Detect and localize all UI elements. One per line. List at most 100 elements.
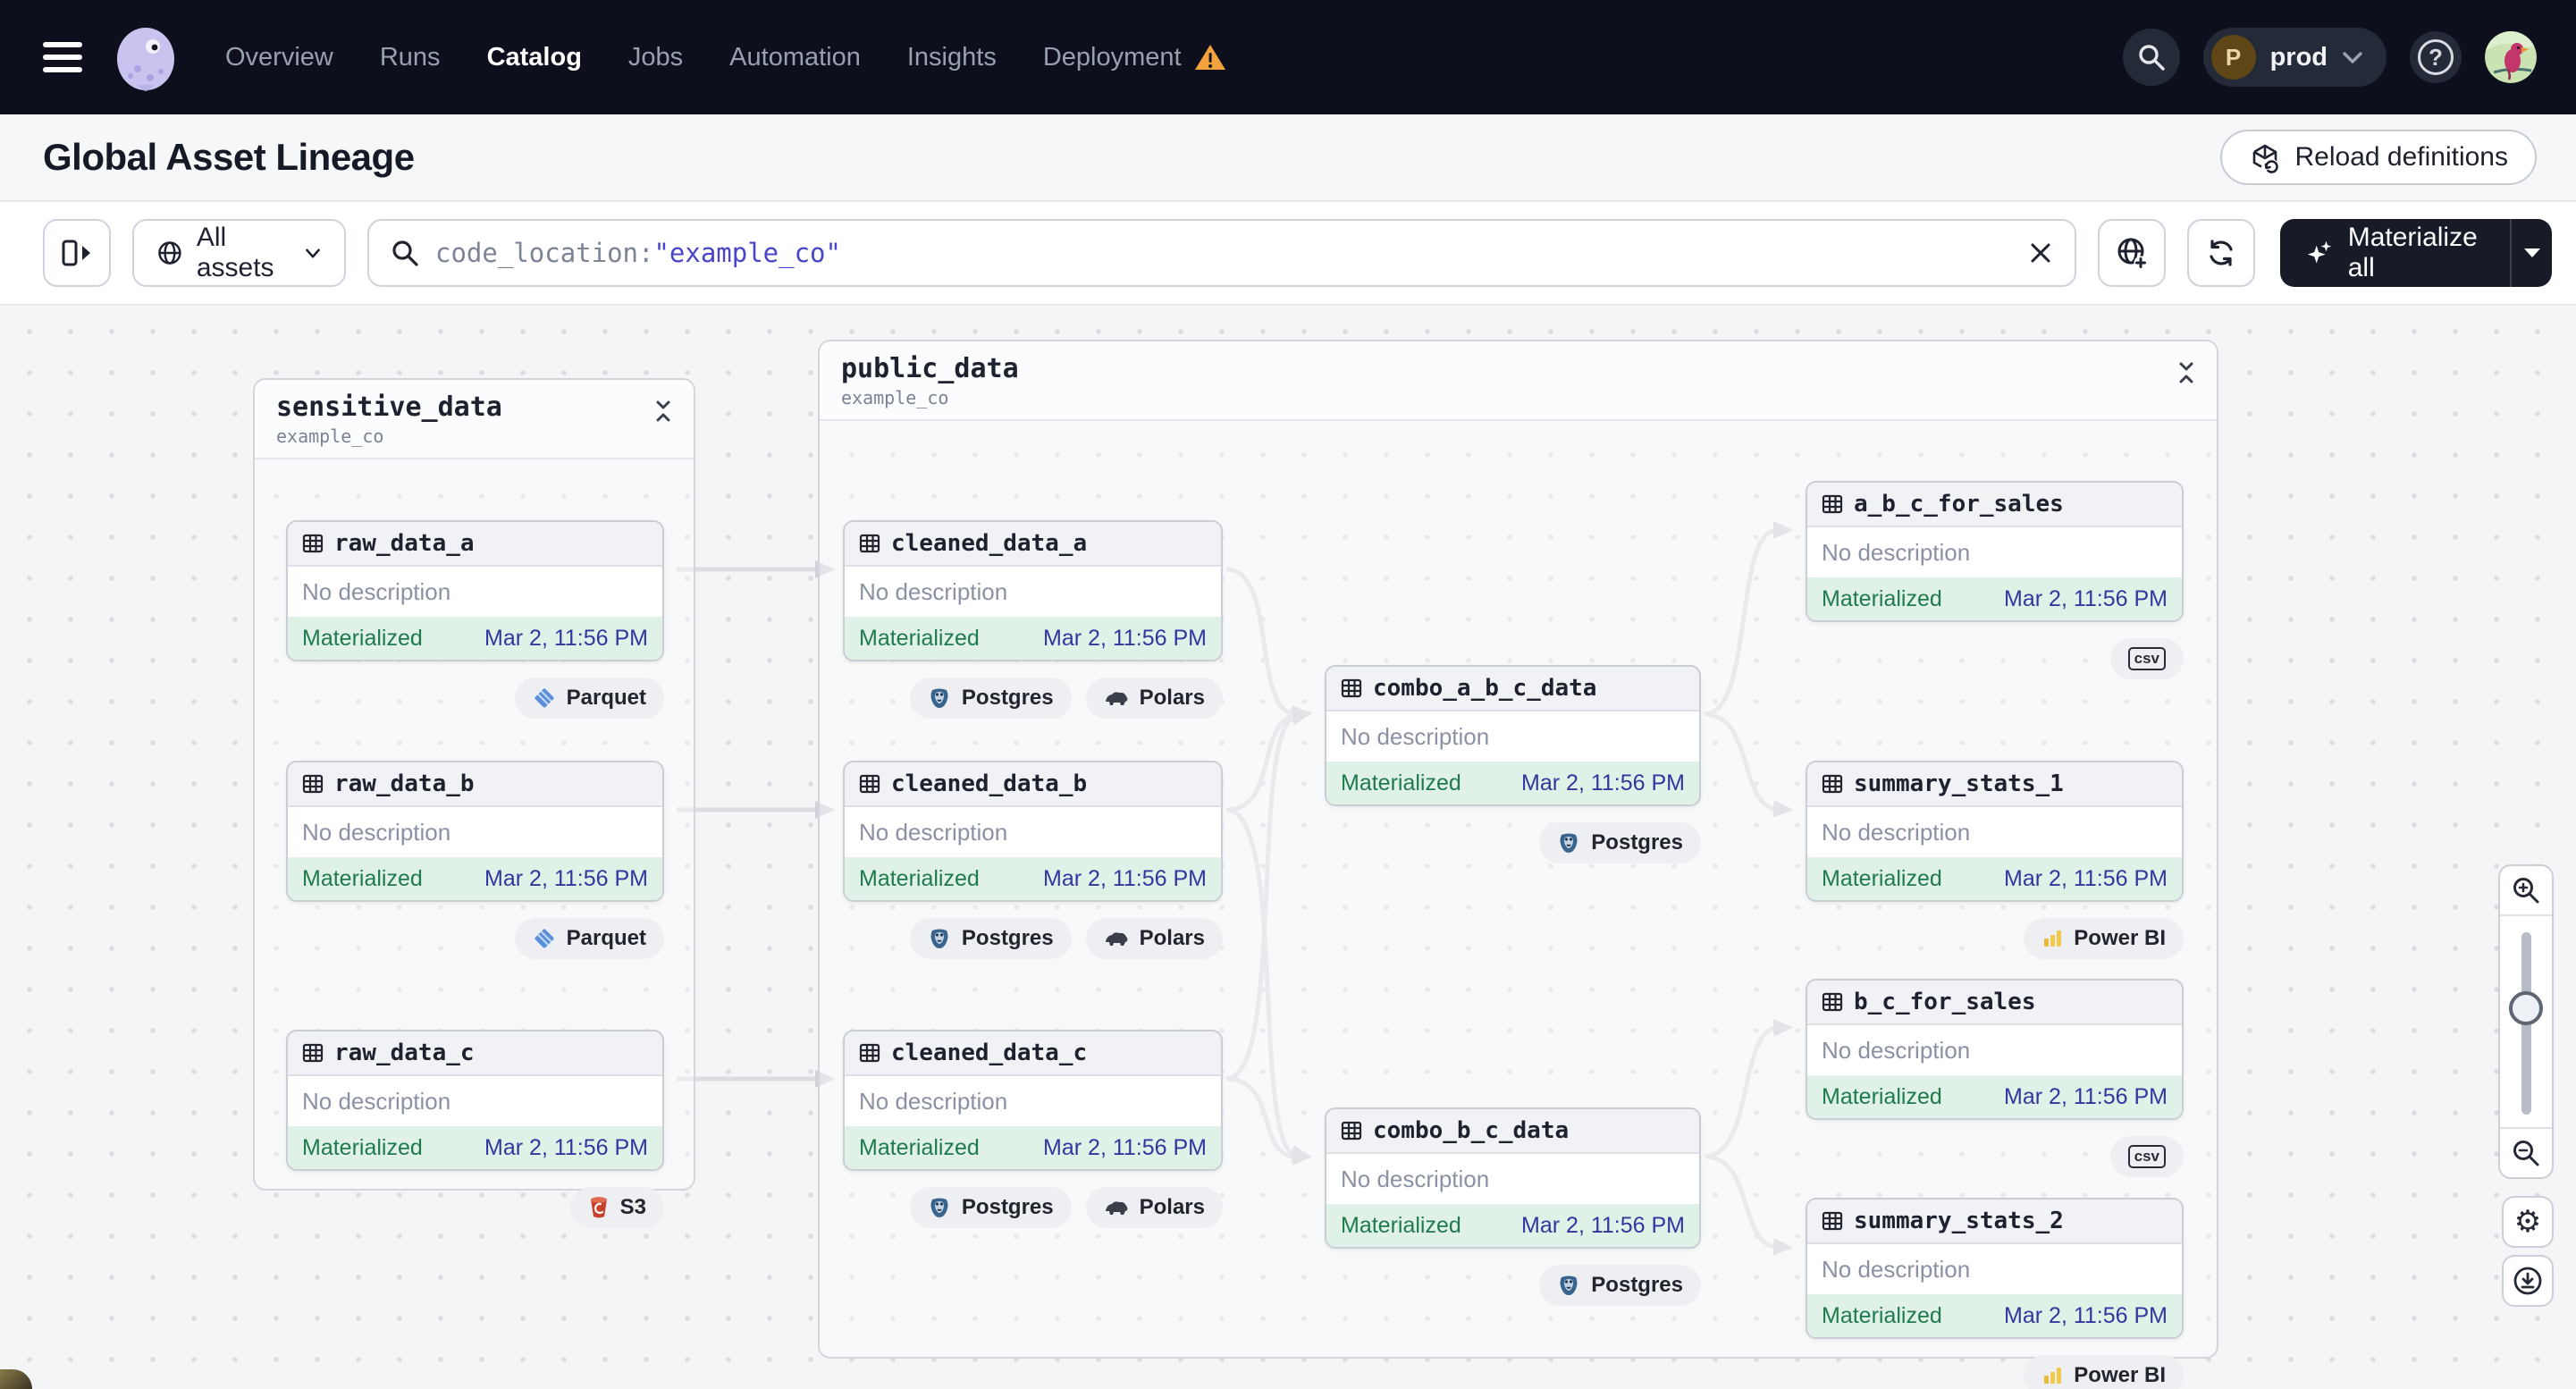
search-input[interactable]: code_location:"example_co"	[367, 219, 2077, 287]
nav-item-automation[interactable]: Automation	[729, 42, 861, 72]
tag-postgres[interactable]: Postgres	[909, 678, 1072, 719]
asset-node-combo-a-b-c-data[interactable]: combo_a_b_c_data No description Material…	[1325, 665, 1701, 863]
table-icon	[1822, 992, 1843, 1012]
tag-postgres[interactable]: Postgres	[1539, 822, 1701, 863]
asset-scope-dropdown[interactable]: All assets	[132, 219, 347, 287]
table-icon	[1341, 1121, 1362, 1141]
nav-item-runs[interactable]: Runs	[379, 42, 441, 72]
asset-node-raw-data-c[interactable]: raw_data_c No description Materialized M…	[286, 1030, 664, 1228]
user-avatar[interactable]	[2485, 31, 2537, 83]
sparkle-icon	[2307, 240, 2332, 264]
table-icon	[302, 1043, 324, 1063]
asset-status-row: Materialized Mar 2, 11:56 PM	[1326, 1204, 1699, 1247]
tag-postgres[interactable]: Postgres	[1539, 1265, 1701, 1306]
asset-node-raw-data-b[interactable]: raw_data_b No description Materialized M…	[286, 761, 664, 959]
asset-name: b_c_for_sales	[1854, 989, 2036, 1015]
asset-status-row: Materialized Mar 2, 11:56 PM	[1807, 577, 2182, 620]
reload-definitions-button[interactable]: Reload definitions	[2219, 130, 2537, 185]
csv-icon: csv	[2127, 1144, 2166, 1169]
asset-node-cleaned-data-a[interactable]: cleaned_data_a No description Materializ…	[843, 520, 1223, 719]
asset-description: No description	[1326, 711, 1699, 762]
zoom-slider-thumb[interactable]	[2509, 991, 2543, 1025]
tag-csv[interactable]: csv	[2109, 1136, 2184, 1177]
zoom-out-button[interactable]	[2500, 1129, 2552, 1177]
lineage-canvas[interactable]: sensitive_data example_co public_data ex…	[0, 306, 2576, 1389]
refresh-button[interactable]	[2187, 219, 2256, 287]
tag-parquet[interactable]: Parquet	[514, 678, 664, 719]
tag-polars[interactable]: Polars	[1085, 918, 1223, 959]
dagster-logo[interactable]	[111, 22, 181, 92]
nav-item-deployment[interactable]: Deployment	[1043, 43, 1226, 72]
asset-node-a-b-c-for-sales[interactable]: a_b_c_for_sales No description Materiali…	[1806, 481, 2184, 679]
tag-powerbi[interactable]: Power BI	[2024, 918, 2184, 959]
asset-description: No description	[1326, 1154, 1699, 1204]
asset-status-row: Materialized Mar 2, 11:56 PM	[288, 857, 662, 900]
asset-description: No description	[845, 1076, 1221, 1126]
materialization-timestamp: Mar 2, 11:56 PM	[1043, 625, 1207, 651]
asset-node-cleaned-data-c[interactable]: cleaned_data_c No description Materializ…	[843, 1030, 1223, 1228]
status-badge: Materialized	[1341, 770, 1461, 796]
asset-node-cleaned-data-b[interactable]: cleaned_data_b No description Materializ…	[843, 761, 1223, 959]
graph-settings-button[interactable]: ⚙	[2502, 1196, 2554, 1248]
materialization-timestamp: Mar 2, 11:56 PM	[484, 625, 648, 651]
postgres-icon	[928, 1196, 951, 1219]
asset-description: No description	[288, 1076, 662, 1126]
collapse-group-button[interactable]	[654, 392, 672, 427]
materialize-options-button[interactable]	[2510, 219, 2552, 287]
asset-description: No description	[1807, 1244, 2182, 1294]
chevron-down-icon	[306, 248, 320, 257]
download-button[interactable]	[2502, 1255, 2554, 1307]
nav-item-catalog[interactable]: Catalog	[486, 42, 582, 72]
top-nav: Overview Runs Catalog Jobs Automation In…	[0, 0, 2576, 114]
zoom-panel	[2498, 864, 2554, 1179]
materialization-timestamp: Mar 2, 11:56 PM	[484, 865, 648, 891]
tag-postgres[interactable]: Postgres	[909, 1187, 1072, 1228]
tag-s3[interactable]: S3	[569, 1187, 664, 1228]
nav-item-insights[interactable]: Insights	[906, 42, 997, 72]
status-badge: Materialized	[302, 1134, 423, 1160]
environment-avatar: P	[2210, 35, 2256, 80]
asset-name: combo_a_b_c_data	[1373, 675, 1597, 702]
tag-polars[interactable]: Polars	[1085, 1187, 1223, 1228]
parquet-icon	[533, 927, 556, 950]
zoom-in-button[interactable]	[2500, 866, 2552, 914]
gear-icon: ⚙	[2513, 1205, 2542, 1239]
nav-item-jobs[interactable]: Jobs	[627, 42, 684, 72]
table-icon	[1822, 1211, 1843, 1231]
environment-switcher[interactable]: P prod	[2202, 28, 2387, 87]
asset-name: raw_data_b	[334, 770, 475, 797]
global-graph-button[interactable]	[2098, 219, 2167, 287]
zoom-slider[interactable]	[2500, 914, 2552, 1129]
asset-node-raw-data-a[interactable]: raw_data_a No description Materialized M…	[286, 520, 664, 719]
asset-node-b-c-for-sales[interactable]: b_c_for_sales No description Materialize…	[1806, 979, 2184, 1177]
collapse-icon	[2179, 362, 2193, 383]
group-header[interactable]: public_data example_co	[820, 341, 2217, 421]
status-badge: Materialized	[302, 625, 423, 651]
group-header[interactable]: sensitive_data example_co	[255, 380, 694, 459]
group-code-location: example_co	[276, 425, 384, 447]
materialization-timestamp: Mar 2, 11:56 PM	[1043, 1134, 1207, 1160]
help-button[interactable]: ?	[2410, 31, 2462, 83]
nav-item-overview[interactable]: Overview	[225, 42, 333, 72]
asset-node-summary-stats-2[interactable]: summary_stats_2 No description Materiali…	[1806, 1198, 2184, 1389]
toggle-sidebar-button[interactable]	[43, 219, 111, 287]
group-title: sensitive_data	[276, 391, 502, 423]
lineage-toolbar: All assets code_location:"example_co"	[0, 202, 2576, 306]
collapse-group-button[interactable]	[2177, 354, 2195, 389]
tag-csv[interactable]: csv	[2109, 638, 2184, 679]
materialize-all-button[interactable]: Materialize all	[2280, 219, 2510, 287]
asset-node-combo-b-c-data[interactable]: combo_b_c_data No description Materializ…	[1325, 1107, 1701, 1306]
hamburger-menu-icon[interactable]	[43, 42, 82, 72]
status-badge: Materialized	[859, 865, 980, 891]
status-badge: Materialized	[302, 865, 423, 891]
asset-node-summary-stats-1[interactable]: summary_stats_1 No description Materiali…	[1806, 761, 2184, 959]
tag-powerbi[interactable]: Power BI	[2024, 1355, 2184, 1389]
tag-parquet[interactable]: Parquet	[514, 918, 664, 959]
global-search-button[interactable]	[2122, 29, 2180, 86]
clear-search-button[interactable]	[2028, 240, 2053, 265]
materialization-timestamp: Mar 2, 11:56 PM	[2004, 1083, 2168, 1109]
tag-postgres[interactable]: Postgres	[909, 918, 1072, 959]
tag-polars[interactable]: Polars	[1085, 678, 1223, 719]
powerbi-icon	[2041, 1365, 2063, 1386]
materialization-timestamp: Mar 2, 11:56 PM	[1043, 865, 1207, 891]
